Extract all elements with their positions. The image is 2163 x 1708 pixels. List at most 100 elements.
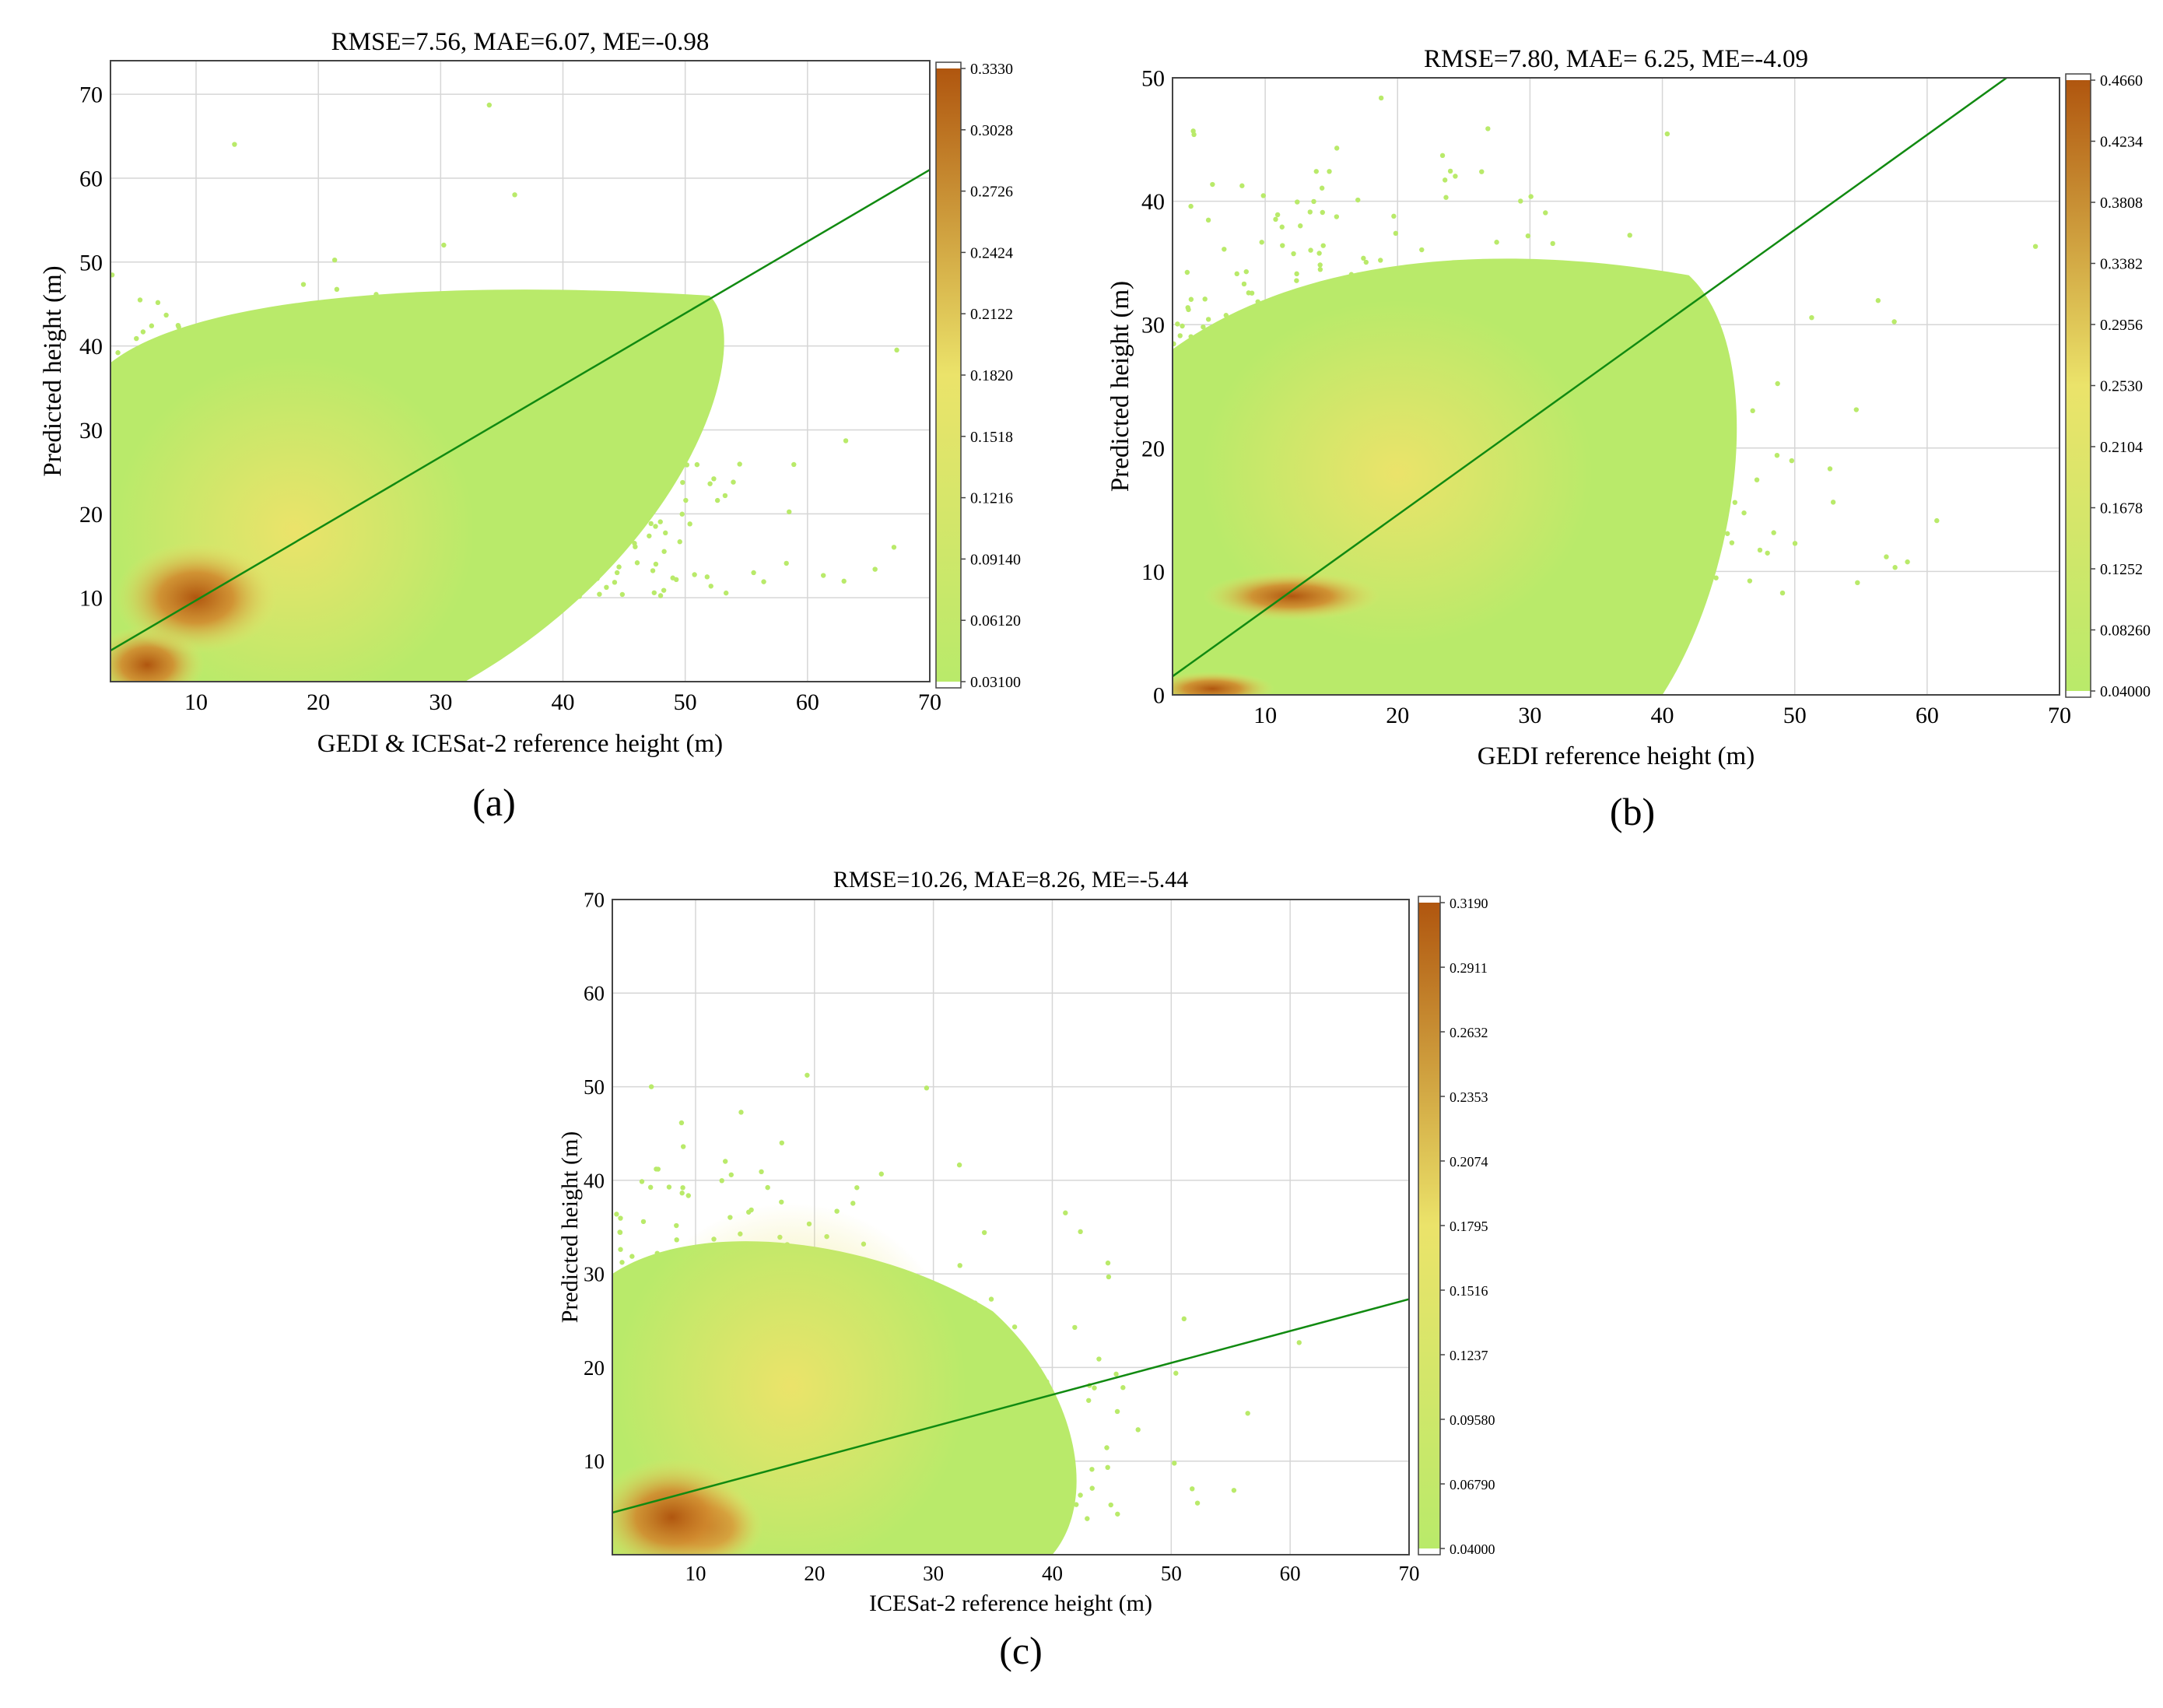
y-tick-label: 50 xyxy=(584,1075,605,1099)
colorbar-tick-label: 0.2956 xyxy=(2100,317,2143,334)
y-tick-label: 30 xyxy=(79,418,103,444)
scatter-point xyxy=(1528,194,1534,199)
y-tick-label: 20 xyxy=(79,502,103,528)
chart-title: RMSE=7.80, MAE= 6.25, ME=-4.09 xyxy=(1424,45,1808,73)
scatter-point xyxy=(1334,146,1340,151)
scatter-point xyxy=(1274,212,1281,218)
colorbar xyxy=(936,68,961,682)
scatter-point xyxy=(1363,259,1369,265)
scatter-point xyxy=(663,530,668,536)
scatter-point xyxy=(1260,193,1266,198)
y-tick-label: 40 xyxy=(79,334,103,359)
scatter-point xyxy=(1317,262,1323,268)
scatter-point xyxy=(1105,1260,1111,1266)
scatter-point xyxy=(1172,1461,1177,1466)
scatter-point xyxy=(1173,1370,1179,1376)
x-tick-label: 50 xyxy=(1161,1562,1182,1585)
scatter-point xyxy=(1378,258,1383,263)
scatter-point xyxy=(894,347,899,353)
scatter-point xyxy=(176,324,181,330)
scatter-point xyxy=(1173,341,1176,347)
scatter-point xyxy=(708,584,713,589)
scatter-point xyxy=(1239,183,1245,188)
y-tick-label: 70 xyxy=(79,82,103,108)
density-hotspot xyxy=(1203,571,1381,621)
colorbar-tick-label: 0.3028 xyxy=(970,122,1013,139)
scatter-point xyxy=(655,1166,661,1172)
x-tick-label: 60 xyxy=(796,689,819,715)
scatter-point xyxy=(634,560,640,566)
scatter-point xyxy=(685,1193,691,1198)
scatter-point xyxy=(604,584,609,591)
scatter-point xyxy=(614,570,620,576)
scatter-point xyxy=(956,1162,962,1168)
regression-line xyxy=(110,169,930,652)
scatter-point xyxy=(1294,278,1299,283)
scatter-point xyxy=(639,1179,645,1184)
scatter-point xyxy=(854,1185,860,1191)
scatter-point xyxy=(1086,1398,1092,1403)
scatter-point xyxy=(722,493,728,499)
panel-label: (b) xyxy=(1610,790,1655,833)
scatter-point xyxy=(1177,333,1183,338)
scatter-point xyxy=(1096,1356,1102,1362)
colorbar-tick-label: 0.3808 xyxy=(2100,195,2143,212)
scatter-point xyxy=(1089,1485,1095,1491)
scatter-point xyxy=(1296,1340,1302,1345)
scatter-point xyxy=(1222,247,1227,252)
scatter-point xyxy=(1316,251,1322,256)
scatter-point xyxy=(687,521,692,527)
y-tick-label: 30 xyxy=(1141,313,1165,338)
scatter-point xyxy=(1063,1210,1068,1215)
colorbar-tick-label: 0.2122 xyxy=(970,306,1013,323)
scatter-point xyxy=(647,1184,654,1191)
scatter-point xyxy=(1525,233,1531,239)
scatter-point xyxy=(651,590,657,595)
scatter-point xyxy=(891,545,897,550)
scatter-point xyxy=(149,323,155,328)
scatter-point xyxy=(1307,209,1313,215)
colorbar-tick-label: 0.4234 xyxy=(2100,134,2143,151)
scatter-point xyxy=(512,192,517,198)
scatter-point xyxy=(1355,197,1361,203)
colorbar-tick-label: 0.04000 xyxy=(1450,1541,1495,1557)
x-tick-label: 30 xyxy=(1518,703,1541,728)
scatter-point xyxy=(1934,517,1940,524)
scatter-point xyxy=(1072,1324,1078,1331)
scatter-point xyxy=(1320,209,1325,216)
density-hotspot xyxy=(612,1458,752,1555)
colorbar-tick-label: 0.06790 xyxy=(1450,1477,1495,1492)
y-tick-label: 50 xyxy=(79,250,103,275)
scatter-point xyxy=(683,497,689,503)
scatter-point xyxy=(787,509,792,514)
scatter-point xyxy=(738,1110,744,1115)
scatter-point xyxy=(1627,233,1632,238)
y-tick-label: 10 xyxy=(584,1450,605,1473)
y-tick-label: 10 xyxy=(79,586,103,612)
scatter-point xyxy=(110,272,115,278)
scatter-point xyxy=(334,286,340,293)
x-tick-label: 40 xyxy=(1651,703,1674,728)
colorbar-tick-label: 0.1518 xyxy=(970,429,1013,446)
scatter-point xyxy=(1078,1229,1083,1235)
x-tick-label: 20 xyxy=(1386,703,1409,728)
scatter-point xyxy=(1334,214,1340,219)
scatter-point xyxy=(1378,95,1384,101)
scatter-point xyxy=(1757,547,1763,553)
scatter-point xyxy=(232,142,237,147)
y-tick-label: 40 xyxy=(1141,189,1165,215)
colorbar-tick-label: 0.3190 xyxy=(1450,896,1488,911)
y-tick-label: 30 xyxy=(584,1263,605,1286)
scatter-point xyxy=(784,560,789,566)
colorbar-tick-label: 0.09140 xyxy=(970,551,1021,568)
colorbar xyxy=(2066,80,2091,691)
density-mid-region xyxy=(1202,300,1593,646)
scatter-point xyxy=(779,1140,784,1145)
panel-label: (c) xyxy=(999,1629,1043,1672)
scatter-point xyxy=(666,1184,672,1190)
x-tick-label: 30 xyxy=(923,1562,944,1585)
scatter-point xyxy=(1543,210,1548,216)
scatter-point xyxy=(679,511,685,517)
scatter-point xyxy=(679,1191,685,1196)
